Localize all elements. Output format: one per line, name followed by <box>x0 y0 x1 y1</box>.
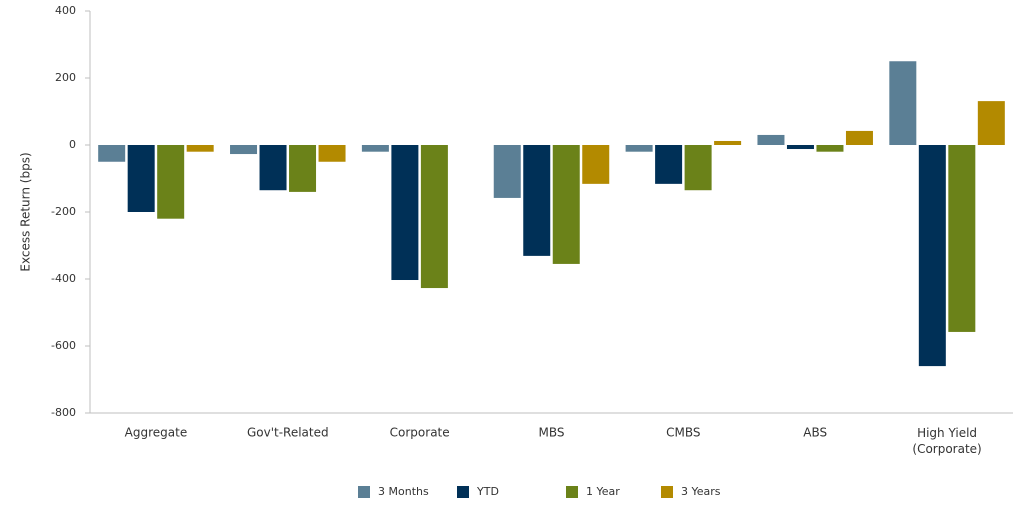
y-tick-label: -200 <box>51 205 76 218</box>
bar <box>845 130 873 145</box>
bar <box>977 101 1005 145</box>
bar <box>361 145 389 152</box>
x-tick-label: Gov't-Related <box>247 426 329 440</box>
bar <box>318 145 346 162</box>
bar <box>289 145 317 192</box>
bar <box>523 145 551 256</box>
y-tick-label: -800 <box>51 406 76 419</box>
bar <box>157 145 185 219</box>
y-tick-label: 200 <box>55 71 76 84</box>
bar <box>918 145 946 367</box>
bar <box>186 145 214 152</box>
bar <box>98 145 126 162</box>
legend-swatch <box>566 486 578 498</box>
legend-swatch <box>358 486 370 498</box>
x-tick-label: High Yield (Corporate) <box>912 426 981 456</box>
bar <box>948 145 976 332</box>
bar <box>684 145 712 191</box>
bar <box>582 145 610 184</box>
legend-label: 3 Years <box>681 485 721 498</box>
bar <box>391 145 419 281</box>
bar <box>420 145 448 289</box>
bar <box>714 140 742 145</box>
x-tick-label: MBS <box>539 426 565 440</box>
legend-label: YTD <box>476 485 499 498</box>
bar <box>259 145 287 191</box>
x-tick-label: ABS <box>803 426 827 440</box>
x-tick-label: Corporate <box>390 426 450 440</box>
y-tick-label: -600 <box>51 339 76 352</box>
legend-label: 1 Year <box>586 485 620 498</box>
y-tick-label: -400 <box>51 272 76 285</box>
y-axis-label: Excess Return (bps) <box>19 152 33 271</box>
bar <box>493 145 521 198</box>
bar <box>816 145 844 152</box>
y-tick-label: 400 <box>55 4 76 17</box>
bar <box>786 145 814 150</box>
bar <box>655 145 683 184</box>
x-tick-label: Aggregate <box>125 426 188 440</box>
bar <box>230 145 258 155</box>
legend-label: 3 Months <box>378 485 429 498</box>
bar <box>757 134 785 145</box>
bar <box>127 145 155 212</box>
x-tick-label: CMBS <box>666 426 700 440</box>
legend-swatch <box>661 486 673 498</box>
y-tick-label: 0 <box>69 138 76 151</box>
bar <box>552 145 580 264</box>
bar <box>889 61 917 145</box>
legend-swatch <box>457 486 469 498</box>
bar <box>625 145 653 152</box>
